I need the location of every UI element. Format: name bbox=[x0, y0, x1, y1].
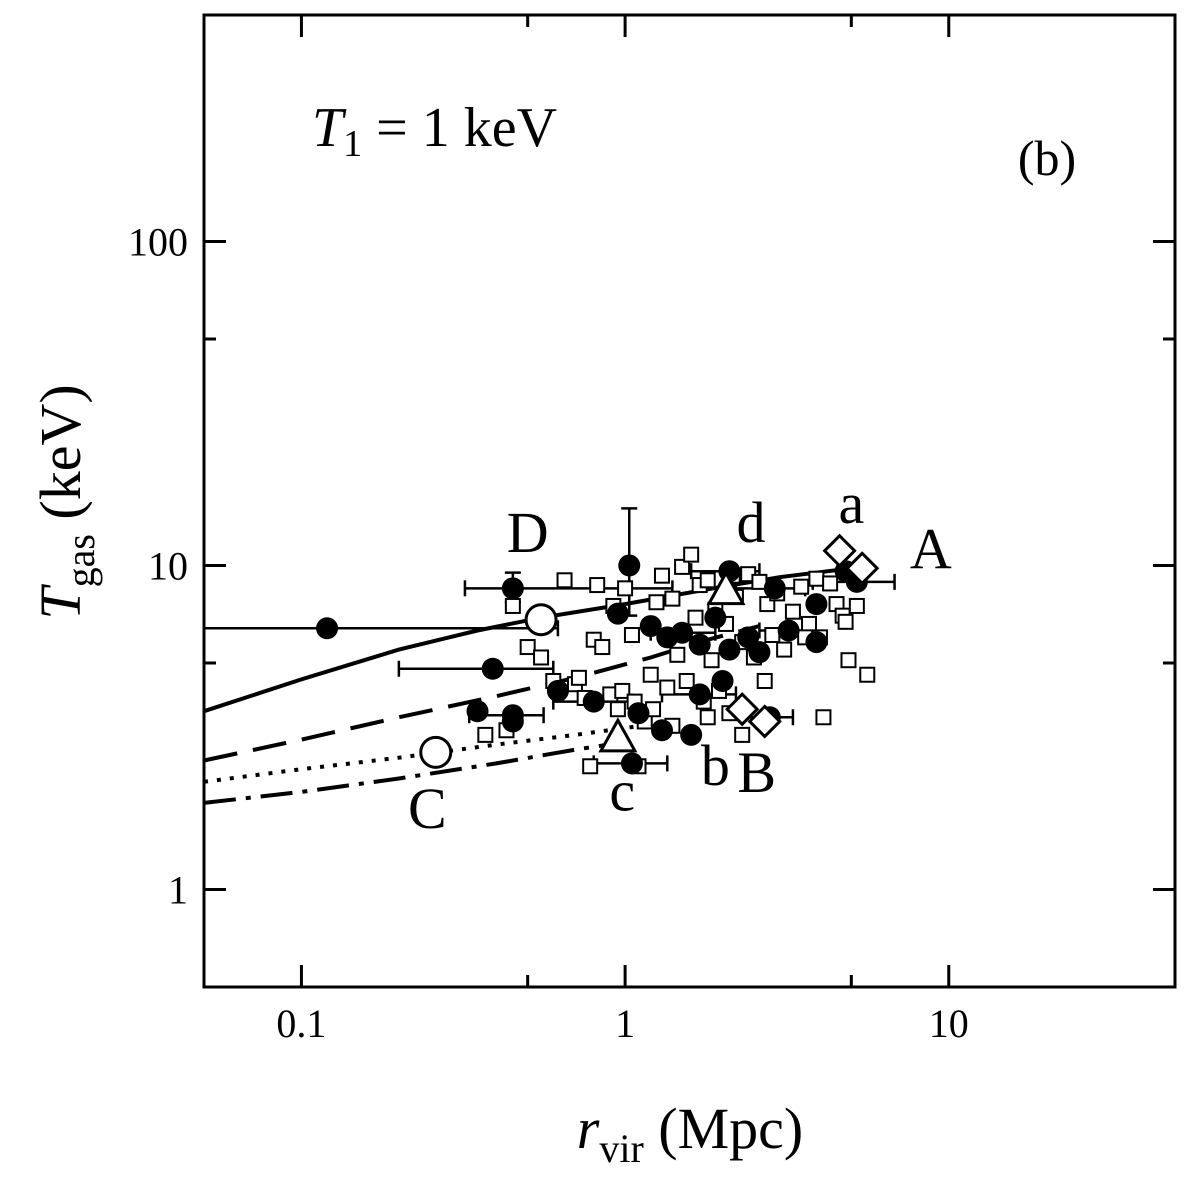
point-label-b: b bbox=[701, 733, 730, 798]
open-square-point bbox=[859, 666, 876, 683]
open-square-point bbox=[683, 546, 700, 563]
open-triangle-point bbox=[598, 717, 638, 753]
open-diamond-point bbox=[845, 551, 880, 586]
filled-circle-point bbox=[805, 631, 828, 654]
curve-dash-dot bbox=[203, 740, 626, 805]
filled-circle-point bbox=[606, 602, 629, 625]
filled-circle-point bbox=[777, 619, 800, 642]
point-label-D: D bbox=[507, 500, 549, 565]
y-tick-label: 1 bbox=[168, 867, 188, 912]
open-diamond-point bbox=[747, 704, 782, 739]
open-square-point bbox=[793, 578, 810, 595]
open-square-point bbox=[648, 594, 665, 611]
filled-circle-point bbox=[582, 690, 605, 713]
open-diamond-point bbox=[822, 533, 857, 568]
open-square-point bbox=[589, 577, 606, 594]
y-tick-label: 100 bbox=[128, 219, 188, 264]
filled-circle-point bbox=[805, 593, 828, 616]
axis-ticks: 0.1 1 10 1 10 100 bbox=[128, 15, 1175, 1046]
open-square-point bbox=[734, 726, 751, 743]
open-square-point bbox=[556, 572, 573, 589]
open-circle-point bbox=[419, 735, 453, 769]
open-square-point bbox=[756, 672, 773, 689]
open-square-point bbox=[678, 672, 695, 689]
open-square-point bbox=[808, 570, 825, 587]
filled-circle-point bbox=[618, 554, 641, 577]
open-square-point bbox=[801, 615, 818, 632]
open-square-point bbox=[653, 567, 670, 584]
filled-circle-point bbox=[316, 617, 339, 640]
x-tick-label: 1 bbox=[615, 1001, 635, 1046]
open-square-point bbox=[504, 597, 521, 614]
filled-circle-point bbox=[671, 621, 694, 644]
open-square-point bbox=[609, 701, 626, 718]
open-square-point bbox=[614, 682, 631, 699]
open-square-point bbox=[570, 669, 587, 686]
open-square-point bbox=[699, 572, 716, 589]
open-square-point bbox=[659, 679, 676, 696]
open-square-point bbox=[703, 652, 720, 669]
y-axis-label: Tgas (keV) bbox=[28, 384, 103, 619]
open-square-point bbox=[840, 652, 857, 669]
point-label-c: c bbox=[609, 759, 635, 824]
open-square-point bbox=[623, 627, 640, 644]
filled-circle-point bbox=[627, 702, 650, 725]
open-square-point bbox=[477, 726, 494, 743]
filled-circle-point bbox=[748, 641, 771, 664]
x-tick-label: 0.1 bbox=[276, 1001, 326, 1046]
point-label-B: B bbox=[737, 740, 776, 805]
plot-frame bbox=[202, 13, 1177, 989]
filled-circle-point bbox=[763, 577, 786, 600]
filled-circle-point bbox=[501, 710, 524, 733]
x-axis-label: rvir (Mpc) bbox=[577, 1096, 803, 1171]
open-square-point bbox=[776, 641, 793, 658]
open-square-point bbox=[837, 613, 854, 630]
filled-circle-point bbox=[688, 683, 711, 706]
temperature-annotation: T1 = 1 keV bbox=[312, 97, 557, 165]
open-square-point bbox=[784, 603, 801, 620]
open-square-points bbox=[477, 546, 876, 775]
bold-markers bbox=[316, 533, 880, 775]
point-label-d: d bbox=[737, 490, 766, 555]
x-tick-label: 10 bbox=[929, 1001, 969, 1046]
point-label-a: a bbox=[838, 471, 864, 536]
point-label-A: A bbox=[910, 516, 952, 581]
open-square-point bbox=[519, 639, 536, 656]
y-tick-label: 10 bbox=[148, 543, 188, 588]
open-triangle-point bbox=[706, 569, 746, 606]
filled-circle-point bbox=[704, 606, 727, 629]
open-square-point bbox=[848, 597, 865, 614]
filled-circle-point bbox=[546, 679, 569, 702]
filled-circle-point bbox=[620, 752, 643, 775]
open-square-point bbox=[617, 580, 634, 597]
point-label-C: C bbox=[408, 776, 447, 841]
open-square-point bbox=[815, 709, 832, 726]
open-square-point bbox=[664, 590, 681, 607]
filled-circle-point bbox=[688, 633, 711, 656]
filled-circle-point bbox=[680, 723, 703, 746]
open-square-point bbox=[594, 639, 611, 656]
filled-circle-point bbox=[711, 669, 734, 692]
filled-circle-point bbox=[481, 657, 504, 680]
filled-circle-point bbox=[650, 719, 673, 742]
point-labels: A B C D a b c d bbox=[408, 471, 952, 841]
open-square-point bbox=[674, 558, 691, 575]
open-square-point bbox=[822, 575, 839, 592]
open-square-point bbox=[533, 649, 550, 666]
open-square-point bbox=[764, 627, 781, 644]
filled-circle-point bbox=[501, 577, 524, 600]
open-square-point bbox=[669, 646, 686, 663]
open-square-point bbox=[582, 758, 599, 775]
open-square-point bbox=[642, 666, 659, 683]
open-square-point bbox=[699, 709, 716, 726]
open-circle-point bbox=[524, 603, 558, 637]
filled-circle-point bbox=[718, 638, 741, 661]
panel-label: (b) bbox=[1018, 130, 1076, 186]
open-square-point bbox=[687, 609, 704, 626]
open-diamond-point bbox=[725, 692, 760, 727]
filled-circle-point bbox=[639, 615, 662, 638]
filled-circle-point bbox=[466, 700, 489, 723]
